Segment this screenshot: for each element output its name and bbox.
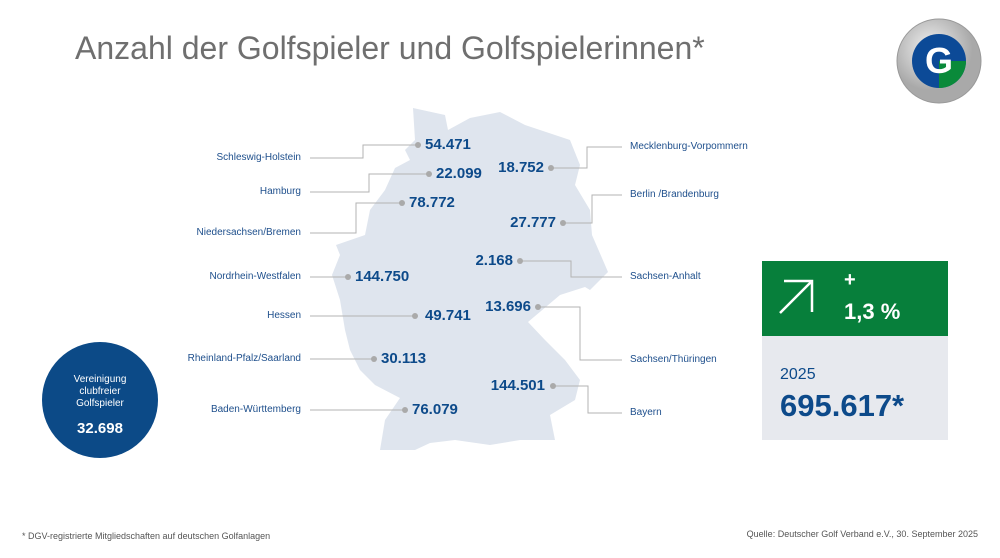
region-label: Bayern <box>630 407 662 418</box>
change-sign: + <box>844 269 856 291</box>
region-label: Sachsen-Anhalt <box>630 271 701 282</box>
leader-line <box>310 144 418 159</box>
region-value: 30.113 <box>381 350 427 367</box>
change-box: + 1,3 % <box>762 261 948 336</box>
region-label: Niedersachsen/Bremen <box>196 227 302 238</box>
vcg-value: 32.698 <box>77 420 123 437</box>
region-label: Berlin /Brandenburg <box>630 189 719 200</box>
region-value: 18.752 <box>498 159 544 176</box>
region-value: 76.079 <box>412 401 458 418</box>
region-label: Baden-Württemberg <box>210 404 301 415</box>
region-value: 27.777 <box>510 214 556 231</box>
region-value: 144.501 <box>490 377 545 394</box>
region-label: Hamburg <box>259 186 301 197</box>
region-value: 2.168 <box>475 252 513 269</box>
region-label: Rheinland-Pfalz/Saarland <box>187 353 301 364</box>
leader-line <box>563 194 622 224</box>
region-value: 78.772 <box>409 194 455 211</box>
marker-dot <box>426 171 432 177</box>
region-value: 22.099 <box>436 165 482 182</box>
region-value: 144.750 <box>355 268 410 285</box>
region-value: 54.471 <box>425 136 471 153</box>
marker-dot <box>415 142 421 148</box>
leader-line <box>553 385 622 414</box>
marker-dot <box>412 313 418 319</box>
change-value: 1,3 % <box>844 299 901 324</box>
dgv-logo: G <box>896 18 982 109</box>
region-label: Mecklenburg-Vorpommern <box>630 141 748 152</box>
total-year: 2025 <box>780 366 816 383</box>
svg-text:G: G <box>925 40 953 81</box>
marker-dot <box>345 274 351 280</box>
region-label: Hessen <box>267 310 301 321</box>
footnote: * DGV-registrierte Mitgliedschaften auf … <box>22 531 271 541</box>
marker-dot <box>371 356 377 362</box>
arrow-up-right-icon <box>779 279 814 314</box>
region-value: 13.696 <box>485 298 531 315</box>
region-label: Schleswig-Holstein <box>216 152 301 163</box>
marker-dot <box>399 200 405 206</box>
leader-line <box>310 202 402 234</box>
total-value: 695.617* <box>780 388 905 423</box>
region-label: Nordrhein-Westfalen <box>209 271 301 282</box>
marker-dot <box>517 258 523 264</box>
source: Quelle: Deutscher Golf Verband e.V., 30.… <box>746 529 978 539</box>
region-label: Sachsen/Thüringen <box>630 354 717 365</box>
region-value: 49.741 <box>425 307 471 324</box>
map-shape <box>332 108 608 450</box>
marker-dot <box>560 220 566 226</box>
page-title: Anzahl der Golfspieler und Golfspielerin… <box>75 30 705 66</box>
vcg-label: Vereinigung clubfreier Golfspieler <box>73 374 127 409</box>
marker-dot <box>402 407 408 413</box>
marker-dot <box>550 383 556 389</box>
leader-line <box>551 146 622 169</box>
leader-line <box>520 260 622 278</box>
leader-line <box>538 306 622 361</box>
total-box: 2025 695.617* <box>762 336 948 440</box>
marker-dot <box>535 304 541 310</box>
marker-dot <box>548 165 554 171</box>
leader-line <box>310 173 429 193</box>
vcg-badge: Vereinigung clubfreier Golfspieler 32.69… <box>42 342 158 458</box>
